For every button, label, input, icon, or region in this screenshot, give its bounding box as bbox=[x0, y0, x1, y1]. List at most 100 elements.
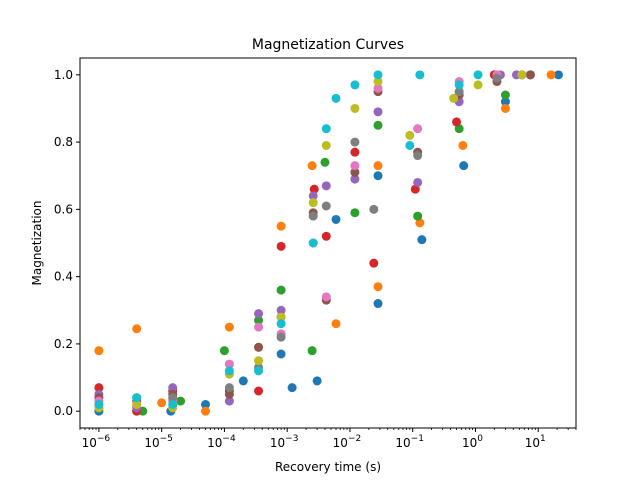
data-point bbox=[492, 73, 502, 83]
data-point bbox=[219, 346, 229, 356]
data-point bbox=[307, 346, 317, 356]
data-point bbox=[276, 312, 286, 322]
data-point bbox=[224, 389, 234, 399]
data-point bbox=[350, 137, 360, 147]
data-point bbox=[454, 80, 464, 90]
data-point bbox=[413, 177, 423, 187]
data-point bbox=[500, 90, 510, 100]
data-point bbox=[276, 349, 286, 359]
data-point bbox=[417, 235, 427, 245]
y-tick-label: 0.6 bbox=[54, 202, 73, 216]
y-axis: 0.0 0.2 0.4 0.6 0.8 1.0 bbox=[54, 68, 80, 418]
y-tick-label: 0.8 bbox=[54, 135, 73, 149]
x-tick-label: 101 bbox=[525, 434, 546, 450]
y-tick-label: 0.0 bbox=[54, 404, 73, 418]
data-point bbox=[350, 147, 360, 157]
chart-title: Magnetization Curves bbox=[252, 37, 404, 53]
data-point bbox=[224, 359, 234, 369]
data-point bbox=[287, 383, 297, 393]
data-point bbox=[321, 124, 331, 134]
data-point bbox=[473, 70, 483, 80]
data-point bbox=[369, 204, 379, 214]
data-point bbox=[452, 117, 462, 127]
x-tick-label: 10−5 bbox=[144, 434, 173, 450]
data-point bbox=[413, 151, 423, 161]
data-point bbox=[312, 376, 322, 386]
data-point bbox=[224, 322, 234, 332]
data-point bbox=[405, 130, 415, 140]
data-point bbox=[369, 258, 379, 268]
data-point bbox=[350, 174, 360, 184]
data-point bbox=[553, 70, 563, 80]
data-point bbox=[224, 366, 234, 376]
data-point bbox=[224, 396, 234, 406]
data-point bbox=[276, 332, 286, 342]
data-point bbox=[308, 238, 318, 248]
data-point bbox=[276, 221, 286, 231]
data-point bbox=[373, 120, 383, 130]
y-tick-label: 1.0 bbox=[54, 68, 73, 82]
data-point bbox=[500, 97, 510, 107]
data-point bbox=[373, 107, 383, 117]
data-point bbox=[373, 83, 383, 93]
x-tick-label: 10−2 bbox=[333, 434, 362, 450]
data-point bbox=[238, 376, 248, 386]
y-tick-label: 0.4 bbox=[54, 270, 73, 284]
data-point bbox=[373, 70, 383, 80]
x-tick-label: 10−3 bbox=[270, 434, 299, 450]
data-point bbox=[321, 231, 331, 241]
data-point bbox=[132, 324, 142, 334]
x-axis-label: Recovery time (s) bbox=[275, 460, 381, 474]
data-point bbox=[459, 161, 469, 171]
data-point bbox=[454, 87, 464, 97]
data-point bbox=[201, 406, 211, 416]
data-point bbox=[168, 383, 178, 393]
data-point bbox=[473, 80, 483, 90]
data-point bbox=[350, 167, 360, 177]
data-point bbox=[308, 211, 318, 221]
data-point bbox=[224, 383, 234, 393]
points-layer bbox=[94, 70, 563, 416]
data-point bbox=[350, 208, 360, 218]
x-tick-label: 10−4 bbox=[207, 434, 236, 450]
data-point bbox=[413, 211, 423, 221]
y-axis-label: Magnetization bbox=[30, 201, 44, 286]
data-point bbox=[546, 70, 556, 80]
data-point bbox=[94, 399, 104, 409]
data-point bbox=[254, 356, 264, 366]
data-point bbox=[254, 315, 264, 325]
data-point bbox=[517, 70, 527, 80]
data-point bbox=[321, 201, 331, 211]
data-point bbox=[276, 319, 286, 329]
data-point bbox=[449, 93, 459, 103]
data-point bbox=[254, 342, 264, 352]
data-point bbox=[525, 70, 535, 80]
data-point bbox=[254, 386, 264, 396]
data-point bbox=[308, 198, 318, 208]
data-point bbox=[132, 393, 142, 403]
data-point bbox=[168, 393, 178, 403]
x-tick-label: 10−1 bbox=[395, 434, 424, 450]
data-point bbox=[413, 124, 423, 134]
data-point bbox=[307, 161, 317, 171]
x-axis: 10−6 10−5 10−4 10−3 10−2 10−1 100 101 bbox=[79, 428, 577, 450]
data-point bbox=[308, 191, 318, 201]
data-point bbox=[458, 140, 468, 150]
data-point bbox=[373, 299, 383, 309]
data-point bbox=[320, 157, 330, 167]
data-point bbox=[168, 399, 178, 409]
y-tick-label: 0.2 bbox=[54, 337, 73, 351]
x-tick-label: 100 bbox=[462, 434, 483, 450]
data-point bbox=[331, 93, 341, 103]
data-point bbox=[254, 322, 264, 332]
data-point bbox=[331, 214, 341, 224]
data-point bbox=[321, 181, 331, 191]
data-point bbox=[254, 309, 264, 319]
data-point bbox=[331, 319, 341, 329]
data-point bbox=[157, 398, 167, 408]
data-point bbox=[276, 285, 286, 295]
data-point bbox=[309, 184, 319, 194]
data-point bbox=[276, 305, 286, 315]
data-point bbox=[276, 241, 286, 251]
